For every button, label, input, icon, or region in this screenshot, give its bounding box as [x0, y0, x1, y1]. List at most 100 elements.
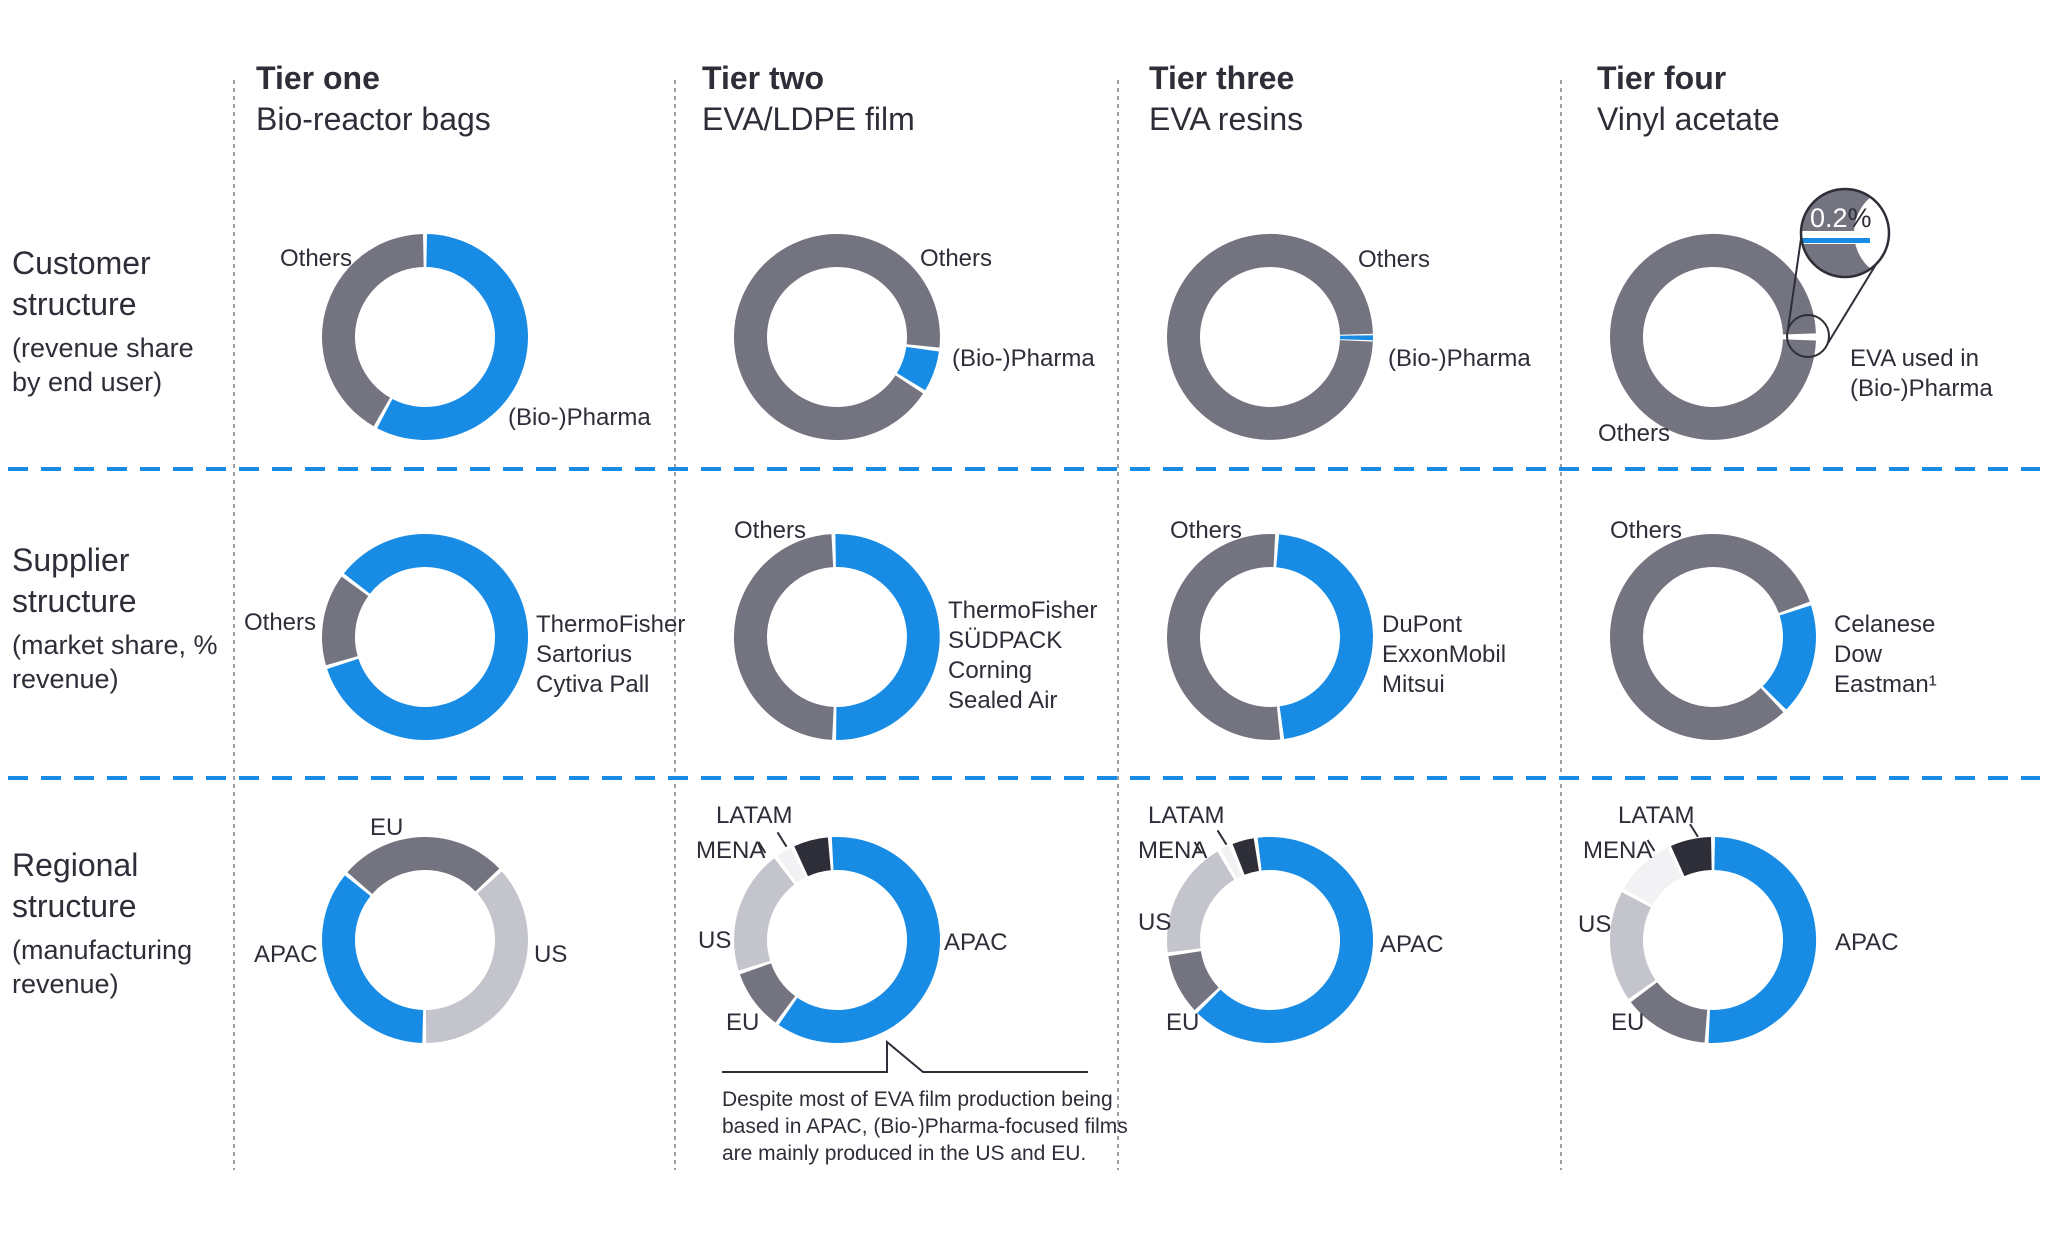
- segment-label-eu: EU: [1166, 1009, 1200, 1036]
- segment-label-others: Others: [1598, 420, 1671, 447]
- row-separator: [8, 776, 2040, 780]
- label-line: ThermoFisher: [536, 611, 686, 638]
- column-separator: [1117, 80, 1119, 1170]
- segment-label-apac: APAC: [254, 941, 318, 968]
- segment-label-latam: LATAM: [716, 802, 793, 829]
- row-subtitle: (manufacturing revenue): [12, 935, 193, 999]
- segment-label-eva-pharma: EVA used in (Bio-)Pharma: [1850, 344, 1993, 404]
- segment-label-leaders: Celanese Dow Eastman¹: [1834, 610, 1937, 700]
- segment-label-pharma: (Bio-)Pharma: [508, 404, 651, 431]
- row-subtitle: (revenue share by end user): [12, 333, 194, 397]
- label-line: ExxonMobil: [1382, 641, 1507, 668]
- row-label-customer: Customer structure (revenue share by end…: [12, 243, 222, 399]
- donut-segment-latam: [1670, 837, 1712, 877]
- segment-label-us: US: [698, 927, 732, 954]
- donut-segment--bio-pharma: [377, 234, 528, 441]
- row-label-supplier: Supplier structure (market share, % reve…: [12, 540, 222, 696]
- donut-segment-others: [1610, 233, 1816, 440]
- segment-label-others: Others: [734, 517, 807, 544]
- segment-label-pharma: (Bio-)Pharma: [1388, 345, 1531, 372]
- label-line: EVA used in: [1850, 345, 1979, 372]
- donut-segment-mena: [1623, 847, 1682, 906]
- donut-segment-apac: [778, 836, 941, 1043]
- donut-segment-eu: [739, 963, 796, 1023]
- segment-label-leaders: DuPont ExxonMobil Mitsui: [1382, 610, 1506, 700]
- column-separator: [674, 80, 676, 1170]
- donut-segment-apac: [1708, 837, 1817, 1044]
- segment-label-others: Others: [1358, 246, 1431, 273]
- donut-regional-tier3: [1164, 834, 1376, 1046]
- magnifier-value: 0.2%: [1810, 203, 1872, 233]
- segment-label-apac: APAC: [944, 929, 1008, 956]
- donut-supplier-tier3: [1164, 531, 1376, 743]
- donut-segment-eu: [1168, 951, 1219, 1011]
- column-separator: [1560, 80, 1562, 1170]
- segment-label-mena: MENA: [696, 837, 766, 864]
- row-title: Regional structure: [12, 847, 139, 924]
- segment-label-mena: MENA: [1583, 837, 1653, 864]
- donut-customer-tier4: [1607, 231, 1819, 443]
- label-line: ThermoFisher: [948, 597, 1098, 624]
- column-header-tier1: Tier one Bio-reactor bags: [256, 58, 491, 140]
- row-label-regional: Regional structure (manufacturing revenu…: [12, 845, 222, 1001]
- segment-label-others: Others: [244, 609, 317, 636]
- donut-customer-tier1: [319, 231, 531, 443]
- label-line: Mitsui: [1382, 671, 1445, 698]
- segment-label-apac: APAC: [1380, 931, 1444, 958]
- note-bracket: [722, 1039, 1088, 1073]
- donut-segment-others: [322, 234, 424, 427]
- donut-segment-us: [1167, 851, 1235, 953]
- donut-segment-mena: [777, 847, 806, 883]
- segment-label-eu: EU: [1611, 1009, 1645, 1036]
- row-subtitle: (market share, % revenue): [12, 630, 218, 694]
- column-subtitle: Bio-reactor bags: [256, 101, 491, 137]
- column-title: Tier four: [1597, 60, 1727, 96]
- label-line: Cytiva Pall: [536, 671, 650, 698]
- column-header-tier3: Tier three EVA resins: [1149, 58, 1303, 140]
- segment-label-others: Others: [1170, 517, 1243, 544]
- donut-segment-latam: [1232, 838, 1259, 875]
- segment-label-eu: EU: [370, 814, 404, 841]
- donut-supplier-tier1: [319, 531, 531, 743]
- donut-segment-celanese-dow-eastman-: [1762, 605, 1816, 710]
- column-title: Tier two: [702, 60, 825, 96]
- row-title: Supplier structure: [12, 542, 137, 619]
- magnifier-target-circle: [1786, 314, 1830, 358]
- donut-segment-latam: [794, 837, 831, 877]
- segment-label-us: US: [1138, 909, 1172, 936]
- donut-segment-apac: [322, 875, 424, 1043]
- magnifier-callout: 0.2%: [1786, 187, 1891, 358]
- label-line: Dow: [1834, 641, 1883, 668]
- donut-supplier-tier4: [1607, 531, 1819, 743]
- magnifier-hole: [1854, 189, 1889, 277]
- magnifier-rim: [1799, 187, 1891, 279]
- label-line: Eastman¹: [1834, 671, 1937, 698]
- donut-segment-eu: [1630, 982, 1708, 1043]
- magnifier-sliver: [1801, 238, 1870, 243]
- donut-segment-others: [733, 534, 834, 740]
- segment-label-others: Others: [1610, 517, 1683, 544]
- donut-segment-us: [425, 871, 528, 1043]
- donut-segment-dupont-exxonmobil-mitsui: [1276, 534, 1373, 740]
- segment-label-apac: APAC: [1835, 929, 1899, 956]
- segment-label-eu: EU: [726, 1009, 760, 1036]
- segment-label-latam: LATAM: [1148, 802, 1225, 829]
- donut-segment-thermofisher-s-dpack-corning-sealed-air: [835, 534, 940, 741]
- donut-segment-others: [1610, 534, 1810, 741]
- donut-segment-mena: [1220, 845, 1243, 879]
- donut-segment-eu: [347, 836, 500, 894]
- donut-segment-others: [321, 576, 369, 666]
- row-title: Customer structure: [12, 245, 151, 322]
- donut-regional-tier4: [1607, 834, 1819, 1046]
- label-line: Sealed Air: [948, 687, 1058, 714]
- segment-label-us: US: [1578, 911, 1612, 938]
- segment-label-others: Others: [280, 245, 353, 272]
- donut-segment-us: [733, 858, 795, 971]
- donut-segment-apac: [1197, 837, 1374, 1044]
- label-line: Sartorius: [536, 641, 633, 668]
- donut-segment--bio-pharma: [1339, 335, 1373, 341]
- donut-customer-tier2: [731, 231, 943, 443]
- donut-segment-others: [733, 234, 940, 441]
- label-line: Celanese: [1834, 611, 1936, 638]
